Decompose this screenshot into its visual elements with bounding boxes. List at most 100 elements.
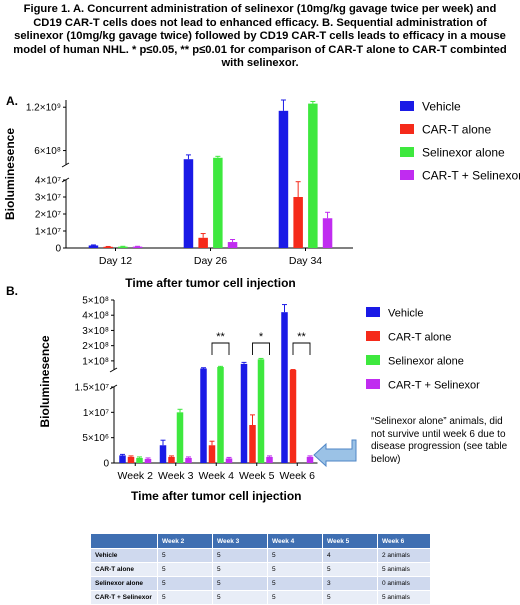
bar xyxy=(281,312,288,463)
y-tick-label: 1×10⁸ xyxy=(82,356,109,367)
x-tick-label: Day 34 xyxy=(289,255,322,267)
x-axis-title: Time after tumor cell injection xyxy=(131,489,301,503)
table-header-cell: Week 4 xyxy=(267,533,323,549)
legend-swatch xyxy=(400,147,414,157)
y-tick-label: 1×10⁷ xyxy=(83,408,110,419)
significance-label: ** xyxy=(216,331,225,343)
y-tick-label: 3×10⁷ xyxy=(35,193,62,204)
x-tick-label: Week 5 xyxy=(239,470,275,482)
bar xyxy=(293,197,303,248)
bar xyxy=(217,366,224,463)
table-header-row: Week 2 Week 3 Week 4 Week 5 Week 6 xyxy=(90,533,431,549)
bar xyxy=(322,218,333,248)
table-cell: CAR-T + Selinexor xyxy=(90,590,158,605)
significance-label: * xyxy=(259,331,264,343)
table-cell: 5 xyxy=(322,590,378,605)
table-cell: Vehicle xyxy=(90,548,158,563)
figure-caption: Figure 1. A. Concurrent administration o… xyxy=(13,3,507,70)
table-header-cell xyxy=(90,533,158,549)
panel-label-a: A. xyxy=(6,94,18,108)
table-row: Selinexor alone 5 5 5 3 0 animals xyxy=(90,576,431,591)
significance-label: ** xyxy=(297,331,306,343)
table-cell: 5 xyxy=(157,548,213,563)
table-cell: 5 xyxy=(157,576,213,591)
table-cell: 5 xyxy=(157,562,213,577)
y-tick-label: 0 xyxy=(103,459,109,470)
legend-swatch xyxy=(366,379,380,389)
legend-swatch xyxy=(366,331,380,341)
y-tick-label: 1.5×10⁷ xyxy=(75,383,110,394)
animal-count-table: Week 2 Week 3 Week 4 Week 5 Week 6 Vehic… xyxy=(90,533,431,605)
panel-label-b: B. xyxy=(6,284,18,298)
legend-label: Vehicle xyxy=(388,308,423,320)
y-tick-label: 4×10⁸ xyxy=(82,311,109,322)
bar xyxy=(132,246,143,248)
legend-swatch xyxy=(400,170,414,180)
y-tick-label: 1.2×10⁹ xyxy=(26,103,61,114)
bar xyxy=(198,237,208,248)
legend-label: Selinexor alone xyxy=(388,356,464,368)
y-axis-title: Bioluminesence xyxy=(38,335,52,427)
y-tick-label: 4×10⁷ xyxy=(35,176,62,187)
bar xyxy=(200,368,207,463)
y-tick-label: 2×10⁸ xyxy=(82,341,109,352)
table-cell: 5 xyxy=(267,590,323,605)
table-cell: 5 xyxy=(212,590,268,605)
bar xyxy=(144,458,152,463)
y-tick-label: 5×10⁸ xyxy=(82,296,109,307)
legend-label: Vehicle xyxy=(422,100,461,114)
bar xyxy=(289,370,297,463)
bar xyxy=(127,456,135,463)
table-cell: CAR-T alone xyxy=(90,562,158,577)
bar xyxy=(240,363,248,463)
table-cell: 3 xyxy=(322,576,378,591)
table-cell: 5 xyxy=(322,562,378,577)
y-tick-label: 1×10⁷ xyxy=(35,227,62,238)
table-cell: 5 animals xyxy=(377,562,431,577)
bar xyxy=(306,456,314,463)
table-header-cell: Week 3 xyxy=(212,533,268,549)
table-row: Vehicle 5 5 5 4 2 animals xyxy=(90,548,431,563)
table-cell: 5 xyxy=(267,548,323,563)
y-tick-label: 2×10⁷ xyxy=(35,210,62,221)
table-cell: Selinexor alone xyxy=(90,576,158,591)
table-cell: 5 xyxy=(157,590,213,605)
bar xyxy=(185,457,192,463)
legend-label: Selinexor alone xyxy=(422,146,505,160)
y-tick-label: 5×10⁶ xyxy=(82,433,109,444)
y-tick-label: 6×10⁸ xyxy=(34,146,61,157)
table-cell: 2 animals xyxy=(377,548,431,563)
x-tick-label: Week 3 xyxy=(158,470,194,482)
table-cell: 4 xyxy=(322,548,378,563)
table-row: CAR-T alone 5 5 5 5 5 animals xyxy=(90,562,431,577)
legend-swatch xyxy=(400,101,414,111)
bar xyxy=(176,412,184,463)
table-cell: 5 xyxy=(212,562,268,577)
bar xyxy=(119,455,126,463)
bar xyxy=(257,359,265,463)
legend-swatch xyxy=(400,124,414,134)
significance-bracket xyxy=(292,342,311,355)
x-tick-label: Day 12 xyxy=(99,255,132,267)
bar xyxy=(183,159,194,248)
x-axis-title: Time after tumor cell injection xyxy=(125,276,295,290)
legend-swatch xyxy=(366,355,380,365)
table-cell: 5 xyxy=(212,576,268,591)
y-axis-title: Bioluminesence xyxy=(3,128,17,220)
survival-note: “Selinexor alone” animals, did not survi… xyxy=(371,416,508,465)
table-header-cell: Week 5 xyxy=(322,533,378,549)
bar xyxy=(278,110,289,248)
x-tick-label: Week 4 xyxy=(199,470,235,482)
table-cell: 5 xyxy=(212,548,268,563)
table-cell: 0 animals xyxy=(377,576,431,591)
axis-break-mark xyxy=(61,162,70,168)
significance-bracket xyxy=(211,342,230,355)
axis-break-mark xyxy=(109,367,118,373)
legend-swatch xyxy=(366,307,380,317)
legend-label: CAR-T alone xyxy=(422,123,491,137)
bar xyxy=(136,457,143,463)
legend-label: CAR-T + Selinexor xyxy=(388,380,480,392)
bar xyxy=(249,425,256,463)
bar xyxy=(159,445,167,463)
